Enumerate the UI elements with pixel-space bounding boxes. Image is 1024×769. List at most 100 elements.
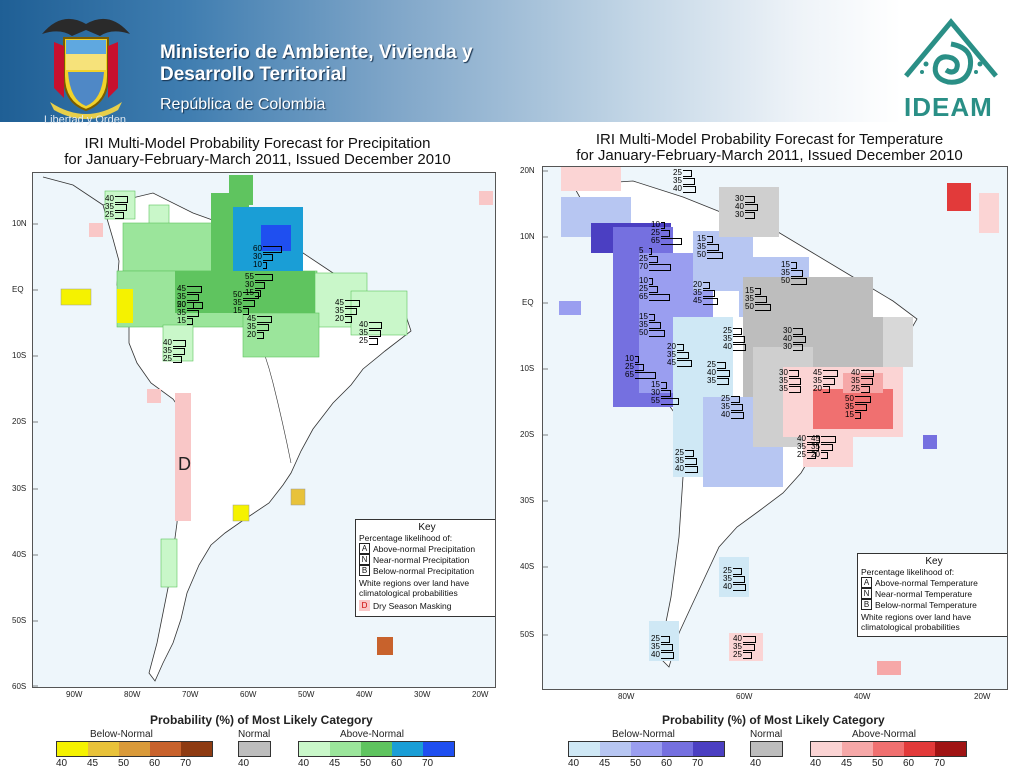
annotation-value: 25	[163, 355, 186, 363]
annotation-value: 65	[625, 371, 656, 379]
annotation-bar-icon	[685, 465, 698, 473]
annotation-value: 35	[163, 347, 186, 355]
lon-tick: 20W	[472, 690, 489, 699]
annotation-value: 40	[735, 203, 758, 211]
key-subtitle: Percentage likelihood of:	[861, 567, 955, 577]
annotation-value: 45	[177, 285, 202, 293]
key-note-1: White regions over land have	[861, 612, 972, 622]
precip-annotation: 45 35 20	[335, 299, 360, 323]
legend-tick-label: 40	[810, 758, 822, 769]
annotation-bar-icon	[807, 451, 816, 459]
colombia-coat-of-arms-icon	[42, 18, 130, 119]
annotation-bar-icon	[755, 303, 771, 311]
annotation-value: 35	[693, 289, 718, 297]
lon-tick: 60W	[240, 690, 257, 699]
annotation-bar-icon	[173, 347, 185, 355]
annotation-value: 35	[675, 457, 698, 465]
key-title: Key	[925, 556, 943, 567]
annotation-value: 45	[247, 315, 272, 323]
header-banner: Ministerio de Ambiente, Vivienda y Desar…	[0, 0, 1024, 126]
annotation-bar-icon	[685, 449, 694, 457]
precip-annotation: 55 30 15	[245, 273, 273, 297]
annotation-bar-icon	[369, 337, 378, 345]
annotation-bar-icon	[649, 255, 658, 263]
key-letter: A	[359, 543, 370, 554]
legend-swatch	[935, 742, 966, 756]
legend-tick-label: 50	[872, 758, 884, 769]
annotation-bar-icon	[345, 299, 360, 307]
annotation-value: 35	[697, 243, 723, 251]
annotation-bar-icon	[717, 361, 726, 369]
temp-legend-above-label: Above-Normal	[852, 729, 916, 740]
lat-tick: 30S	[12, 484, 27, 493]
annotation-bar-icon	[661, 221, 665, 229]
annotation-value: 30	[651, 389, 679, 397]
lat-tick: 20S	[520, 430, 535, 439]
temp-annotation: 25 35 40	[721, 395, 744, 419]
annotation-value: 35	[177, 293, 202, 301]
annotation-bar-icon	[733, 583, 746, 591]
legend-tick-label: 70	[180, 758, 192, 769]
legend-tick-label: 70	[692, 758, 704, 769]
temp-annotation: 10 25 65	[625, 355, 656, 379]
annotation-bar-icon	[755, 295, 767, 303]
annotation-value: 50	[697, 251, 723, 259]
annotation-bar-icon	[733, 575, 745, 583]
precip-below-tiles	[60, 288, 393, 655]
annotation-bar-icon	[717, 369, 730, 377]
annotation-value: 50	[233, 291, 259, 299]
legend-swatch	[361, 742, 392, 756]
annotation-value: 30	[253, 253, 282, 261]
annotation-bar-icon	[733, 335, 745, 343]
annotation-value: 45	[667, 359, 692, 367]
annotation-value: 35	[177, 309, 203, 317]
lon-tick: 60W	[736, 692, 753, 701]
lon-tick: 20W	[974, 692, 991, 701]
annotation-value: 20	[693, 281, 718, 289]
lat-tick: 10S	[12, 351, 27, 360]
annotation-value: 35	[813, 377, 838, 385]
key-note-2: climatological probabilities	[861, 622, 960, 632]
annotation-bar-icon	[731, 403, 743, 411]
lat-tick: EQ	[12, 285, 24, 294]
annotation-bar-icon	[745, 211, 755, 219]
ideam-logo: IDEAM	[896, 14, 1006, 122]
temp-annotation: 5 25 70	[639, 247, 671, 271]
annotation-bar-icon	[683, 177, 695, 185]
annotation-value: 35	[811, 443, 836, 451]
annotation-value: 25	[651, 635, 674, 643]
annotation-value: 25	[359, 337, 382, 345]
annotation-bar-icon	[789, 385, 801, 393]
legend-tick-label: 45	[841, 758, 853, 769]
annotation-bar-icon	[823, 369, 838, 377]
annotation-bar-icon	[855, 403, 867, 411]
annotation-value: 40	[723, 343, 746, 351]
ministry-line-2: Desarrollo Territorial	[160, 64, 347, 85]
temp-annotation: 20 35 45	[693, 281, 718, 305]
lat-tick: 10N	[520, 232, 535, 241]
annotation-bar-icon	[855, 395, 871, 403]
annotation-value: 25	[673, 169, 696, 177]
annotation-bar-icon	[745, 195, 755, 203]
annotation-value: 35	[851, 377, 874, 385]
annotation-bar-icon	[703, 297, 718, 305]
legend-tick-label: 40	[568, 758, 580, 769]
motto-label: Libertad y Orden	[44, 114, 126, 126]
legend-tick-label: 40	[238, 758, 250, 769]
precip-title-line-1: IRI Multi-Model Probability Forecast for…	[84, 135, 431, 152]
annotation-value: 35	[845, 403, 871, 411]
annotation-value: 30	[735, 211, 758, 219]
key-row-text: Near-normal Temperature	[875, 588, 973, 599]
lat-tick: 10N	[12, 219, 27, 228]
annotation-bar-icon	[661, 397, 679, 405]
temp-annotation: 45 35 20	[811, 435, 836, 459]
annotation-bar-icon	[649, 285, 658, 293]
annotation-bar-icon	[707, 235, 713, 243]
annotation-bar-icon	[263, 253, 273, 261]
annotation-value: 45	[335, 299, 360, 307]
annotation-value: 35	[233, 299, 259, 307]
legend-tick-label: 40	[298, 758, 310, 769]
key-letter: B	[861, 599, 872, 610]
annotation-bar-icon	[791, 261, 797, 269]
annotation-bar-icon	[255, 289, 261, 297]
